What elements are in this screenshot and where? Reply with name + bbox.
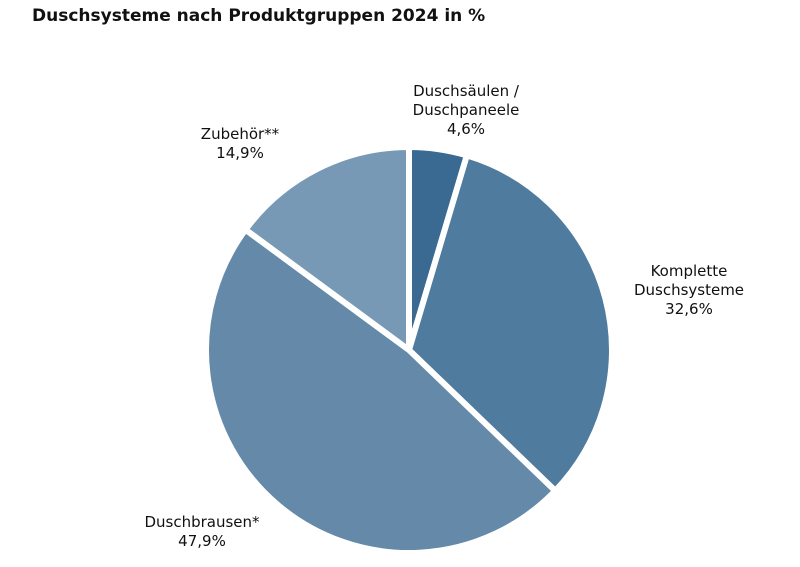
pie-slice — [242, 144, 412, 353]
slice-name-label: Duschsysteme — [634, 281, 744, 299]
slice-value-label: 47,9% — [178, 532, 226, 550]
slice-name-label: Zubehör** — [201, 125, 280, 143]
slice-label: Zubehör** 14,9% — [201, 125, 280, 162]
slice-label: Duschsäulen / Duschpaneele 4,6% — [413, 82, 520, 138]
slice-name-label: Duschbrausen* — [144, 513, 260, 531]
slice-name-label: Duschsäulen / — [413, 82, 520, 100]
slice-name-label: Duschpaneele — [413, 101, 520, 119]
chart-title: Duschsysteme nach Produktgruppen 2024 in… — [32, 6, 486, 26]
slice-value-label: 32,6% — [665, 300, 713, 318]
pie-slice — [203, 226, 559, 556]
slice-value-label: 4,6% — [447, 120, 485, 138]
slice-name-label: Komplette — [651, 262, 728, 280]
slice-label: Komplette Duschsysteme 32,6% — [634, 262, 744, 318]
pie-slice — [406, 152, 615, 494]
slice-label: Duschbrausen* 47,9% — [144, 513, 260, 550]
pie-slices — [203, 144, 615, 556]
slice-value-label: 14,9% — [216, 144, 264, 162]
slice-labels: Duschsäulen / Duschpaneele 4,6%Komplette Du… — [144, 82, 744, 550]
